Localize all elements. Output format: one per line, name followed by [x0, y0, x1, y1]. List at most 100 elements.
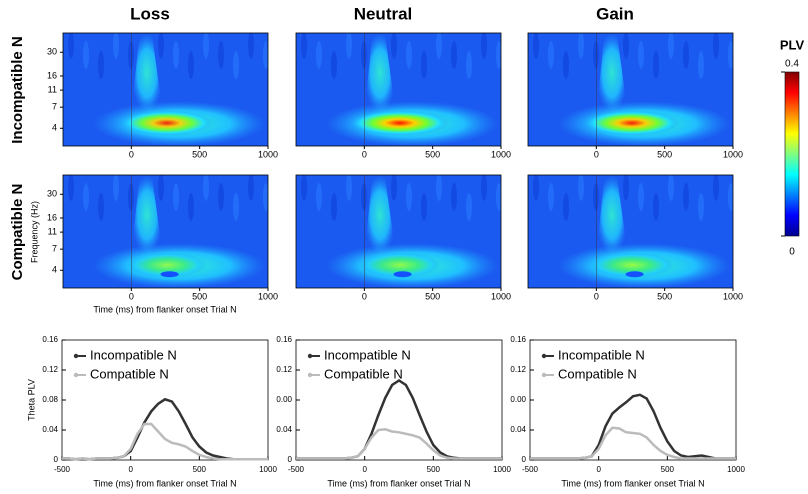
row-label: Incompatible N — [9, 36, 26, 144]
legend-dot — [74, 354, 78, 358]
y-tick-label: 0.12 — [42, 365, 58, 374]
x-tick-label: 0 — [362, 291, 367, 301]
texture — [113, 173, 119, 201]
legend-dot — [308, 354, 312, 358]
texture — [173, 183, 179, 211]
texture — [248, 31, 254, 59]
x-tick-label: 0 — [594, 149, 599, 159]
y-tick-label: 7 — [52, 102, 57, 112]
legend-dot — [74, 373, 78, 377]
texture — [436, 31, 442, 59]
x-tick-label: 500 — [192, 291, 207, 301]
blob — [584, 111, 679, 136]
x-tick-label: 500 — [657, 149, 672, 159]
texture — [668, 31, 674, 59]
x-tick-label: -500 — [288, 465, 305, 474]
x-tick-label: -500 — [54, 465, 71, 474]
x-tick-label: 500 — [425, 149, 440, 159]
texture — [668, 173, 674, 201]
x-tick-label: 1000 — [723, 149, 743, 159]
x-axis-label: Time (ms) from flanker onset Trial N — [93, 478, 236, 488]
texture — [593, 41, 599, 69]
texture — [563, 51, 569, 79]
colorbar-tick-label: 0.4 — [785, 59, 799, 70]
column-title: Gain — [596, 4, 634, 23]
colorbar-title: PLV — [780, 37, 805, 52]
texture — [481, 173, 487, 201]
series-line — [530, 395, 736, 459]
x-tick-label: 500 — [661, 465, 675, 474]
y-axis-label: Theta PLV — [26, 379, 36, 421]
texture — [578, 31, 584, 59]
texture — [391, 31, 397, 59]
x-tick-label: 0 — [596, 465, 601, 474]
colorbar — [785, 72, 799, 236]
dip — [394, 271, 412, 277]
heatmap — [528, 173, 734, 288]
x-tick-label: 1000 — [493, 465, 511, 474]
legend-label: Incompatible N — [324, 347, 411, 362]
texture — [203, 31, 209, 59]
heatmap — [296, 173, 502, 288]
texture — [173, 41, 179, 69]
texture — [218, 183, 224, 211]
y-axis-label: Frequency (Hz) — [29, 201, 39, 263]
x-tick-label: 500 — [427, 465, 441, 474]
x-tick-label: 500 — [657, 291, 672, 301]
x-tick-label: 1000 — [723, 291, 743, 301]
y-tick-label: 4 — [52, 265, 57, 275]
x-tick-label: 0 — [129, 291, 134, 301]
x-axis-label: Time (ms) from flanker onset Trial N — [561, 478, 704, 488]
texture — [713, 173, 719, 201]
blob — [351, 111, 449, 136]
texture — [406, 41, 412, 69]
y-tick-label: 0.04 — [42, 425, 58, 434]
heatmap — [63, 173, 269, 288]
series-line — [296, 381, 502, 459]
texture — [98, 51, 104, 79]
heatmap — [63, 31, 269, 146]
texture — [451, 183, 457, 211]
texture — [548, 41, 554, 69]
texture — [466, 193, 472, 221]
y-tick-label: 0.12 — [510, 365, 526, 374]
x-tick-label: 500 — [192, 149, 207, 159]
y-tick-label: 11 — [48, 84, 57, 94]
y-tick-label: 0 — [288, 455, 293, 464]
row-label: Compatible N — [9, 184, 26, 281]
texture — [218, 41, 224, 69]
texture — [683, 41, 689, 69]
texture — [346, 31, 352, 59]
texture — [233, 51, 239, 79]
texture — [188, 51, 194, 79]
legend-label: Compatible N — [324, 366, 403, 381]
x-tick-label: 1000 — [259, 465, 277, 474]
y-tick-label: 0.00 — [510, 395, 526, 404]
column-title: Loss — [130, 4, 170, 23]
texture — [316, 183, 322, 211]
texture — [128, 41, 134, 69]
texture — [593, 183, 599, 211]
x-tick-label: 1000 — [491, 291, 511, 301]
x-tick-label: 500 — [425, 291, 440, 301]
texture — [451, 41, 457, 69]
texture — [391, 173, 397, 201]
y-tick-label: 0.16 — [276, 335, 292, 344]
y-tick-label: 0.04 — [276, 425, 292, 434]
y-tick-label: 7 — [52, 244, 57, 254]
y-tick-label: 0.04 — [510, 425, 526, 434]
texture — [361, 183, 367, 211]
colorbar-tick-label: 0 — [789, 247, 795, 258]
x-tick-label: 500 — [193, 465, 207, 474]
series-line — [296, 429, 502, 458]
texture — [203, 173, 209, 201]
texture — [421, 51, 427, 79]
texture — [361, 41, 367, 69]
x-tick-label: 0 — [129, 149, 134, 159]
texture — [68, 31, 74, 59]
y-tick-label: 30 — [47, 189, 57, 199]
texture — [713, 31, 719, 59]
x-tick-label: 1000 — [491, 149, 511, 159]
texture — [128, 183, 134, 211]
texture — [653, 193, 659, 221]
